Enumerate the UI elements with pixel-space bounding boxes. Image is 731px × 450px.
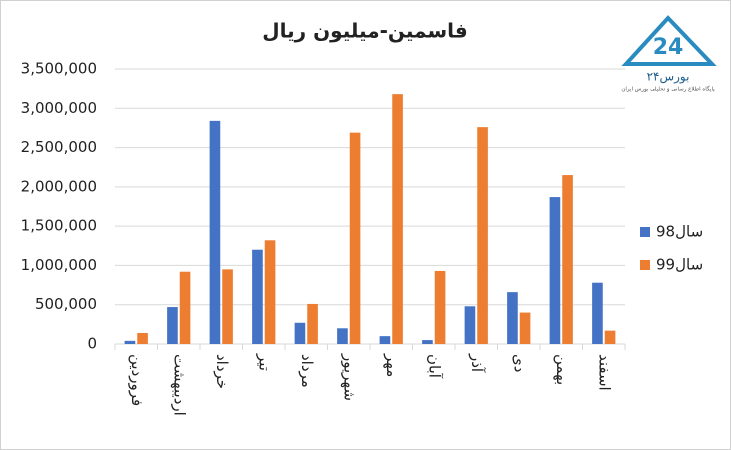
logo-mark: 24 <box>653 35 684 60</box>
bar <box>477 127 488 345</box>
bar <box>519 312 531 344</box>
x-tick-label: اردیبهشت <box>170 354 188 416</box>
bar <box>464 306 476 344</box>
x-tick-label: تیر <box>255 353 273 371</box>
y-tick-label: 1,000,000 <box>21 256 97 274</box>
logo-triangle <box>621 15 717 66</box>
bar <box>337 328 348 344</box>
legend-swatch <box>640 260 650 270</box>
y-tick-label: 2,500,000 <box>21 138 97 156</box>
bar <box>604 330 616 344</box>
bar <box>549 197 561 344</box>
x-tick-label: مهر <box>383 353 401 377</box>
x-tick-label: آبان <box>425 354 443 379</box>
x-tick-label: فروردین <box>128 354 146 406</box>
x-tick-label: آذر <box>468 353 486 373</box>
bar <box>349 132 361 344</box>
legend-label: سال99 <box>656 256 703 274</box>
bar <box>124 340 136 344</box>
bar <box>179 271 191 344</box>
x-tick-label: مرداد <box>298 354 316 388</box>
logo: 24 بورس۲۴ پایگاه اطلاع رسانی و تحلیلی بو… <box>621 15 717 93</box>
y-tick-label: 2,000,000 <box>21 177 97 195</box>
y-tick-label: 0 <box>87 335 97 353</box>
y-tick-label: 1,500,000 <box>21 217 97 235</box>
bar <box>434 270 446 344</box>
bar <box>422 340 433 344</box>
y-tick-label: 500,000 <box>35 295 97 313</box>
bar <box>137 333 148 344</box>
bar <box>252 249 263 344</box>
bar <box>392 94 403 345</box>
x-tick-label: دی <box>510 354 528 372</box>
bar <box>209 120 221 344</box>
x-tick-label: خرداد <box>213 354 231 389</box>
y-tick-label: 3,500,000 <box>21 60 97 78</box>
bar <box>294 322 306 344</box>
legend-swatch <box>640 227 650 237</box>
bar <box>264 240 276 344</box>
bar <box>379 336 391 344</box>
bar <box>562 175 573 344</box>
x-tick-label: بهمن <box>553 354 571 385</box>
logo-name: بورس۲۴ <box>647 70 690 85</box>
bar <box>592 282 603 344</box>
chart-title: فاسمین-میلیون ریال <box>262 19 467 43</box>
bar <box>222 269 233 344</box>
logo-tagline: پایگاه اطلاع رسانی و تحلیلی بورس ایران <box>621 86 715 93</box>
x-tick-label: شهریور <box>340 353 358 401</box>
bar <box>507 292 518 344</box>
legend-label: سال98 <box>656 223 703 241</box>
bar <box>167 307 178 344</box>
x-tick-label: اسفند <box>595 354 613 391</box>
y-tick-label: 3,000,000 <box>21 99 97 117</box>
bar <box>307 303 318 344</box>
